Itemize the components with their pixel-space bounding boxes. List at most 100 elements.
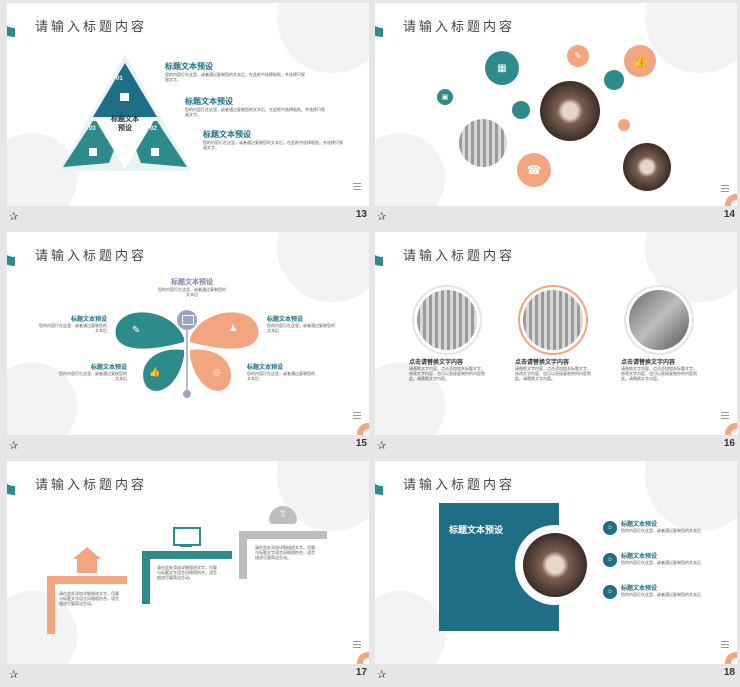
star-icon[interactable]: ✰ bbox=[377, 211, 387, 223]
slide-thumb-15[interactable]: 请输入标题内容 ✎ ♟ 👍 ◎ 标题文本预设 您的内容打在这里，或者通过复制您的… bbox=[7, 232, 369, 458]
slide-number: 16 bbox=[723, 438, 735, 449]
item-heading: 标题文本预设 bbox=[165, 62, 213, 71]
star-icon[interactable]: ✰ bbox=[9, 440, 19, 452]
slide-title: 请输入标题内容 bbox=[403, 19, 516, 34]
text-block-2: 标题文本预设 您的内容打在这里，或者通过复制您的文本后 bbox=[621, 551, 701, 565]
star-icon[interactable]: ✰ bbox=[377, 669, 387, 681]
slide-13: 请输入标题内容 01 02 03 标题文本预设 标题文本预设 您的内容打在这里，… bbox=[7, 3, 369, 206]
menu-icon bbox=[721, 185, 729, 194]
item-body: 您的内容打在这里，或者通过复制您的文本后 bbox=[59, 371, 127, 381]
item-body: 您的内容打在这里，或者通过复制您的文本后 bbox=[39, 323, 107, 333]
people-icon: ☺ bbox=[603, 553, 617, 567]
hands-photo bbox=[523, 533, 587, 597]
slide-number: 14 bbox=[723, 209, 735, 220]
bg-decor bbox=[375, 133, 445, 206]
slide-title: 请输入标题内容 bbox=[403, 477, 516, 492]
phone-icon: ☎ bbox=[517, 153, 551, 187]
text-block-top: 标题文本预设 您的内容打在这里，或者通过复制您的文本后 bbox=[157, 277, 227, 297]
item-heading: 标题文本预设 bbox=[267, 317, 304, 323]
item-heading: 标题文本预设 bbox=[247, 365, 284, 371]
bg-decor bbox=[375, 591, 445, 664]
text-block-1: 点击请替换文字内容 请替换文字内容，点击添加相关标题文字，修改文字内容，也可以直… bbox=[409, 360, 485, 381]
item-body: 您的内容打在这里，或者通过复制您的文本后 bbox=[158, 287, 226, 297]
thumbs-up-icon: 👍 bbox=[624, 45, 656, 77]
text-block-left-bottom: 标题文本预设 您的内容打在这里，或者通过复制您的文本后 bbox=[57, 362, 127, 381]
slide-16: 请输入标题内容 点击请替换文字内容 请替换文字内容，点击添加相关标题文字，修改文… bbox=[375, 232, 737, 435]
triangle-diagram bbox=[59, 55, 191, 171]
dot bbox=[512, 101, 530, 119]
slide-title: 请输入标题内容 bbox=[35, 477, 148, 492]
step-bar bbox=[142, 559, 150, 604]
slide-title: 请输入标题内容 bbox=[35, 19, 148, 34]
text-block-3: 标题文本预设 您的内容打在这里，或者通过复制您的文本后，在此框中选择粘贴，并选择… bbox=[203, 129, 343, 150]
step-text-1: 请在此处添加详细描述文字，尽量与标题文字语言风格相符合，语言描述尽量简洁生动。 bbox=[59, 591, 119, 606]
slide-17: 请输入标题内容 ⇧ 请在此处添加详细描述文字，尽量与标题文字语言风格相符合，语言… bbox=[7, 461, 369, 664]
menu-icon bbox=[353, 412, 361, 421]
item-body: 您的内容打在这里，或者通过复制您的文本后 bbox=[621, 560, 701, 565]
item-heading: 标题文本预设 bbox=[70, 317, 107, 323]
item-heading: 标题文本预设 bbox=[621, 522, 658, 528]
home-icon bbox=[73, 547, 101, 559]
star-icon[interactable]: ✰ bbox=[9, 669, 19, 681]
item-heading: 点击请替换文字内容 bbox=[409, 360, 464, 366]
box-title: 标题文本预设 bbox=[449, 525, 504, 535]
slide-footer: ✰ 13 bbox=[7, 206, 369, 229]
slide-footer: ✰ 17 bbox=[7, 664, 369, 687]
text-block-1: 标题文本预设 您的内容打在这里，或者通过复制您的文本后，在此框中选择粘贴，并选择… bbox=[165, 61, 305, 82]
people-icon: ☺ bbox=[603, 585, 617, 599]
team-photo bbox=[540, 81, 600, 141]
monitor-icon-stand bbox=[180, 545, 192, 547]
slide-title: 请输入标题内容 bbox=[35, 248, 148, 263]
item-heading: 标题文本预设 bbox=[621, 586, 658, 592]
tag-icon: ▣ bbox=[437, 89, 453, 105]
step-text-3: 请在此处添加详细描述文字，尽量与标题文字语言风格相符合，语言描述尽量简洁生动。 bbox=[255, 545, 315, 560]
star-icon[interactable]: ✰ bbox=[377, 440, 387, 452]
slide-footer: ✰ 18 bbox=[375, 664, 737, 687]
text-block-right-bottom: 标题文本预设 您的内容打在这里，或者通过复制您的文本后 bbox=[247, 362, 317, 381]
item-heading: 标题文本预设 bbox=[203, 130, 251, 139]
slide-thumb-14[interactable]: 请输入标题内容 ▦ ✎ 👍 ▣ ☎ ✰ 14 bbox=[375, 3, 737, 229]
people-icon: ☺ bbox=[603, 521, 617, 535]
edit-icon: ✎ bbox=[132, 325, 141, 336]
user-icon bbox=[89, 148, 97, 156]
upload-icon: ⇧ bbox=[269, 506, 297, 524]
slide-number: 18 bbox=[723, 667, 735, 678]
slide-footer: ✰ 14 bbox=[375, 206, 737, 229]
thumbs-up-icon: 👍 bbox=[149, 367, 161, 377]
slide-thumb-16[interactable]: 请输入标题内容 点击请替换文字内容 请替换文字内容，点击添加相关标题文字，修改文… bbox=[375, 232, 737, 458]
star-icon[interactable]: ✰ bbox=[9, 211, 19, 223]
slide-title: 请输入标题内容 bbox=[403, 248, 516, 263]
menu-icon bbox=[353, 641, 361, 650]
edit-icon bbox=[151, 148, 159, 156]
menu-icon bbox=[721, 641, 729, 650]
monitor-icon bbox=[173, 527, 201, 546]
slide-footer: ✰ 16 bbox=[375, 435, 737, 458]
corner-arc bbox=[725, 423, 737, 435]
slide-number: 13 bbox=[355, 209, 367, 220]
item-heading: 标题文本预设 bbox=[185, 97, 233, 106]
slide-18: 请输入标题内容 标题文本预设 ☺ ☺ ☺ 标题文本预设 您的内容打在这里，或者通… bbox=[375, 461, 737, 664]
step-bar bbox=[47, 584, 55, 634]
corner-arc bbox=[725, 194, 737, 206]
text-block-1: 标题文本预设 您的内容打在这里，或者通过复制您的文本后 bbox=[621, 519, 701, 533]
item-heading: 标题文本预设 bbox=[621, 554, 658, 560]
building-photo bbox=[523, 290, 583, 350]
corner-arc bbox=[357, 423, 369, 435]
item-body: 请替换文字内容，点击添加相关标题文字，修改文字内容，也可以直接复制你的内容到此。… bbox=[515, 366, 591, 381]
slide-thumb-13[interactable]: 请输入标题内容 01 02 03 标题文本预设 标题文本预设 您的内容打在这里，… bbox=[7, 3, 369, 229]
item-heading: 点击请替换文字内容 bbox=[515, 360, 570, 366]
city-photo bbox=[459, 119, 507, 167]
slide-thumb-18[interactable]: 请输入标题内容 标题文本预设 ☺ ☺ ☺ 标题文本预设 您的内容打在这里，或者通… bbox=[375, 461, 737, 687]
bg-decor bbox=[645, 3, 737, 73]
text-block-left-top: 标题文本预设 您的内容打在这里，或者通过复制您的文本后 bbox=[37, 314, 107, 333]
text-block-right-top: 标题文本预设 您的内容打在这里，或者通过复制您的文本后 bbox=[267, 314, 337, 333]
slide-thumb-17[interactable]: 请输入标题内容 ⇧ 请在此处添加详细描述文字，尽量与标题文字语言风格相符合，语言… bbox=[7, 461, 369, 687]
home-icon-body bbox=[77, 559, 97, 573]
step-bar bbox=[239, 539, 247, 579]
item-body: 您的内容打在这里，或者通过复制您的文本后 bbox=[621, 592, 701, 597]
link-icon bbox=[182, 315, 194, 325]
target-icon: ◎ bbox=[213, 367, 221, 377]
slide-number: 17 bbox=[355, 667, 367, 678]
item-body: 请替换文字内容，点击添加相关标题文字，修改文字内容，也可以直接复制你的内容到此。… bbox=[409, 366, 485, 381]
slide-14: 请输入标题内容 ▦ ✎ 👍 ▣ ☎ bbox=[375, 3, 737, 206]
